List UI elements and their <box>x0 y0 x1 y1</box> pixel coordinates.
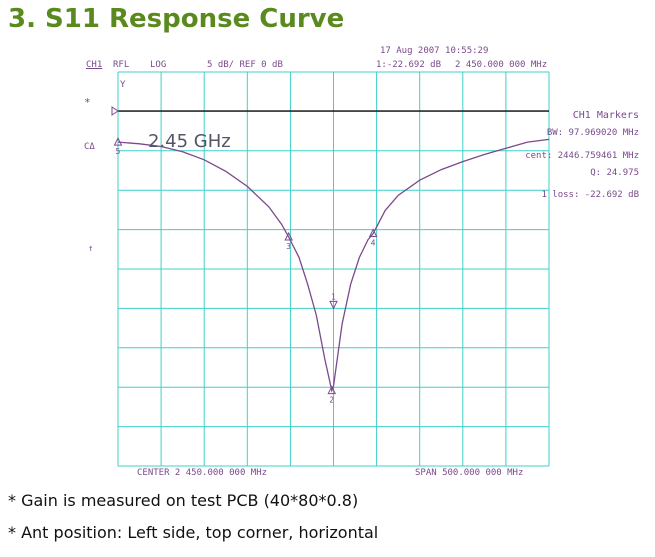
marker-1-label: 1 <box>331 292 336 301</box>
marker-3-label: 3 <box>286 242 291 251</box>
marker-center: cent: 2446.759461 MHz <box>525 151 639 161</box>
arrow-icon: ↑ <box>88 244 94 254</box>
channel-label: CH1 <box>86 60 103 70</box>
span-frequency: SPAN 500.000 000 MHz <box>415 468 524 478</box>
ca-label: CΔ <box>84 142 95 152</box>
note-position: * Ant position: Left side, top corner, h… <box>8 523 379 542</box>
marker-loss: 1 loss: -22.692 dB <box>541 190 639 200</box>
marker-group: 1 2 3 4 5 <box>113 136 378 405</box>
datetime: 17 Aug 2007 10:55:29 <box>380 46 489 56</box>
mode-label: RFL <box>113 60 130 70</box>
marker-5-label: 5 <box>116 147 121 156</box>
marker-frequency: 2 450.000 000 MHz <box>455 60 548 70</box>
marker-2-label: 2 <box>329 396 334 405</box>
marker-2-icon <box>327 385 337 395</box>
marker-4-label: 4 <box>371 238 376 247</box>
marker-1-icon <box>329 300 338 310</box>
note-gain: * Gain is measured on test PCB (40*80*0.… <box>8 491 359 510</box>
center-frequency: CENTER 2 450.000 000 MHz <box>137 468 268 478</box>
marker-q: Q: 24.975 <box>590 168 639 178</box>
page-title: 3. S11 Response Curve <box>8 4 345 34</box>
frequency-annotation: 2.45 GHz <box>148 131 231 152</box>
marker-5-icon <box>113 136 123 146</box>
s11-trace <box>117 138 550 393</box>
plot-grid <box>117 71 550 467</box>
y-mark: Y <box>120 80 126 90</box>
marker-3-icon <box>284 231 293 241</box>
format-label: LOG <box>150 60 167 70</box>
markers-panel-title: CH1 Markers <box>572 110 639 121</box>
scale-label: 5 dB/ REF 0 dB <box>207 60 283 70</box>
reference-marker-icon <box>111 106 119 116</box>
marker-readout: 1:-22.692 dB <box>376 60 442 70</box>
ref-asterisk: * <box>84 96 91 109</box>
marker-4-icon <box>368 228 378 237</box>
marker-bw: BW: 97.969020 MHz <box>546 128 639 138</box>
